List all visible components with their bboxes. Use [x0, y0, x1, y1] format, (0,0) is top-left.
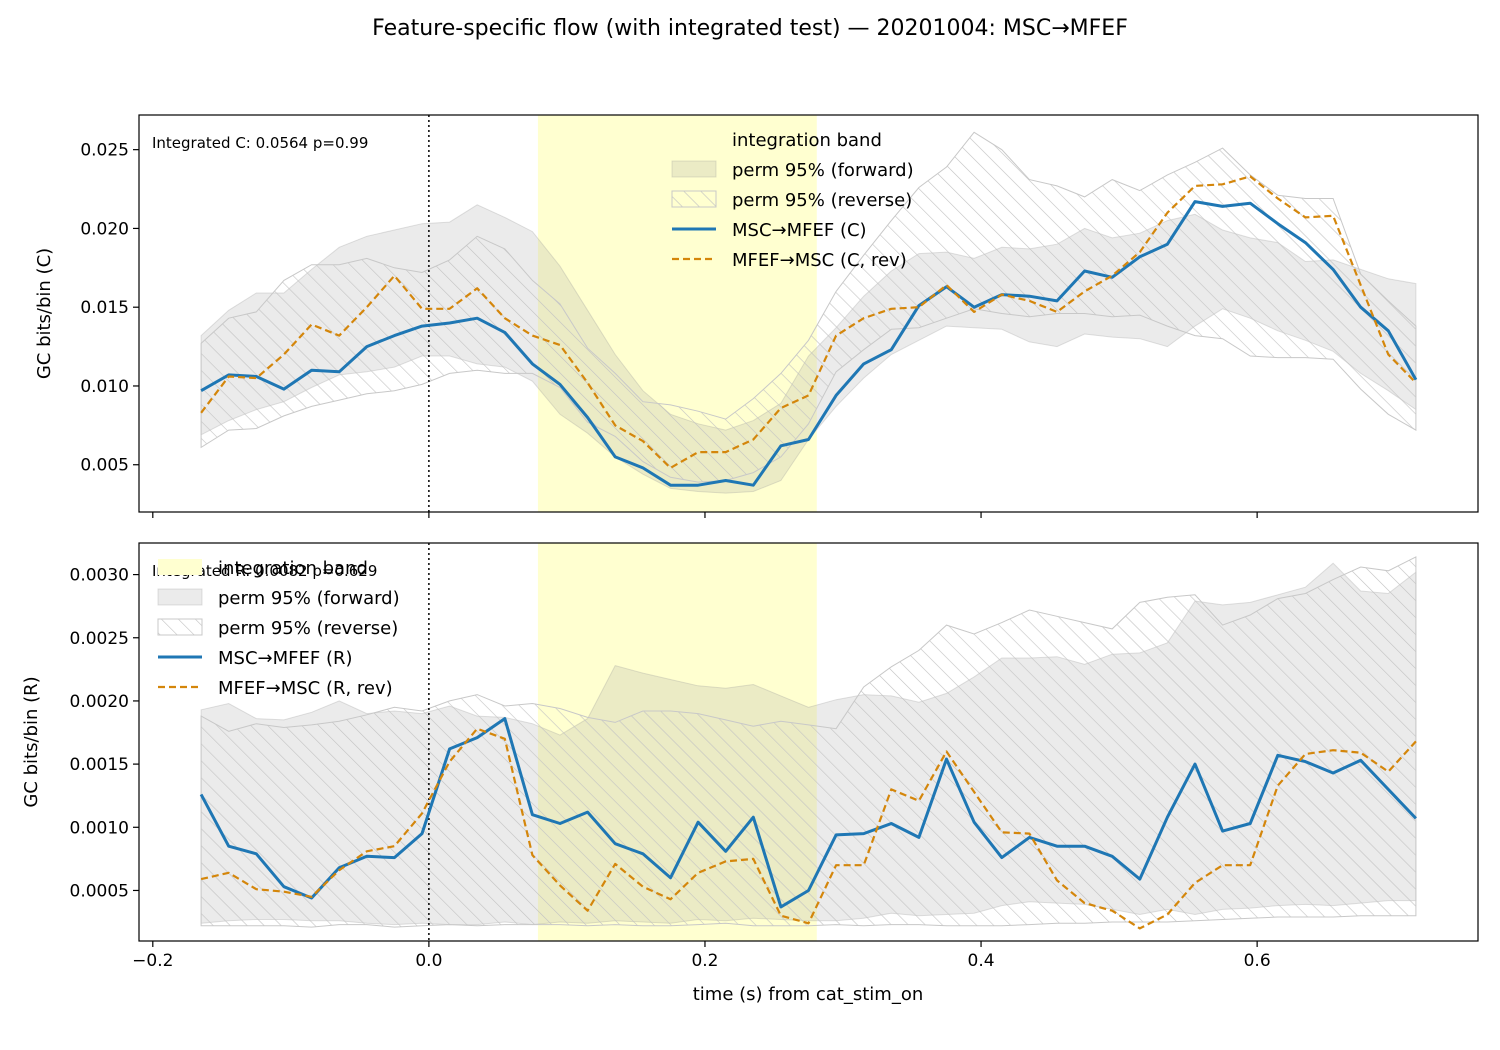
y-tick-label: 0.015	[80, 298, 129, 318]
y-tick-label: 0.0020	[70, 692, 129, 712]
reverse-series-line	[200, 727, 1417, 930]
legend-label: perm 95% (forward)	[218, 588, 400, 609]
legend-label: integration band	[218, 558, 368, 579]
legend-label: MFEF→MSC (R, rev)	[218, 678, 393, 699]
figure-title: Feature-specific flow (with integrated t…	[372, 16, 1128, 41]
y-tick-label: 0.0015	[70, 755, 129, 775]
axes-frame	[138, 542, 1479, 942]
integrated-annotation: Integrated C: 0.0564 p=0.99	[152, 134, 368, 152]
perm-reverse-band	[200, 556, 1417, 928]
bottom-panel: −0.2 0.0 0.2 0.4 0.6 0.0005 0.0010 0.0015 0.0020…	[21, 542, 1479, 971]
x-tick-label: 0.4	[968, 951, 995, 971]
x-tick-label: 0.0	[415, 951, 442, 971]
legend-label: perm 95% (reverse)	[732, 190, 912, 211]
legend-item: perm 95% (forward)	[157, 588, 400, 609]
legend-label: MSC→MFEF (C)	[732, 220, 867, 241]
y-tick-label: 0.0030	[70, 566, 129, 586]
perm-reverse-band	[200, 131, 1417, 483]
legend-item: MSC→MFEF (R)	[158, 648, 353, 669]
legend-item: integration band	[672, 130, 882, 151]
plot-area	[200, 115, 1418, 512]
y-tick-label: 0.025	[80, 141, 129, 161]
legend-item: perm 95% (reverse)	[671, 190, 912, 211]
y-tick-label: 0.0025	[70, 629, 129, 649]
integrated-annotation: Integrated R: 0.0082 p=0.629	[152, 562, 377, 580]
legend-item: integration band	[158, 558, 368, 579]
y-tick-label: 0.020	[80, 219, 129, 239]
legend-label: perm 95% (forward)	[732, 160, 914, 181]
forward-series-line	[200, 200, 1418, 487]
plot-area	[199, 543, 1417, 941]
y-tick-label: 0.010	[80, 377, 129, 397]
x-axis-label: time (s) from cat_stim_on	[693, 984, 924, 1005]
legend-swatch-reverse	[671, 190, 717, 208]
y-tick-label: 0.0010	[70, 818, 129, 838]
legend-swatch-forward	[157, 588, 203, 606]
legend: integration band perm 95% (forward) perm 9…	[157, 558, 400, 699]
legend-item: MFEF→MSC (C, rev)	[672, 250, 907, 271]
reverse-series-line	[200, 175, 1417, 469]
top-panel: 0.005 0.010 0.015 0.020 0.025 GC bits/bin (C)…	[34, 114, 1479, 518]
y-tick-label: 0.005	[80, 456, 129, 476]
legend-item: perm 95% (reverse)	[157, 618, 398, 639]
x-tick-label: −0.2	[132, 951, 173, 971]
legend-swatch-forward	[671, 160, 717, 178]
forward-series-line	[199, 717, 1417, 909]
y-axis-label: GC bits/bin (C)	[34, 248, 55, 379]
legend-item: MSC→MFEF (C)	[672, 220, 867, 241]
legend-swatch-band	[672, 131, 716, 147]
y-tick-label: 0.0005	[70, 881, 129, 901]
legend: integration band perm 95% (forward) perm 9…	[671, 130, 914, 271]
x-tick-label: 0.2	[691, 951, 718, 971]
legend-swatch-band	[158, 559, 202, 575]
legend-label: perm 95% (reverse)	[218, 618, 398, 639]
legend-item: perm 95% (forward)	[671, 160, 914, 181]
x-tick-label: 0.6	[1244, 951, 1271, 971]
legend-label: MFEF→MSC (C, rev)	[732, 250, 907, 271]
legend-swatch-reverse	[157, 618, 203, 636]
axes-frame	[138, 114, 1479, 513]
legend-label: MSC→MFEF (R)	[218, 648, 353, 669]
legend-label: integration band	[732, 130, 882, 151]
legend-item: MFEF→MSC (R, rev)	[158, 678, 393, 699]
y-axis-label: GC bits/bin (R)	[21, 676, 42, 807]
